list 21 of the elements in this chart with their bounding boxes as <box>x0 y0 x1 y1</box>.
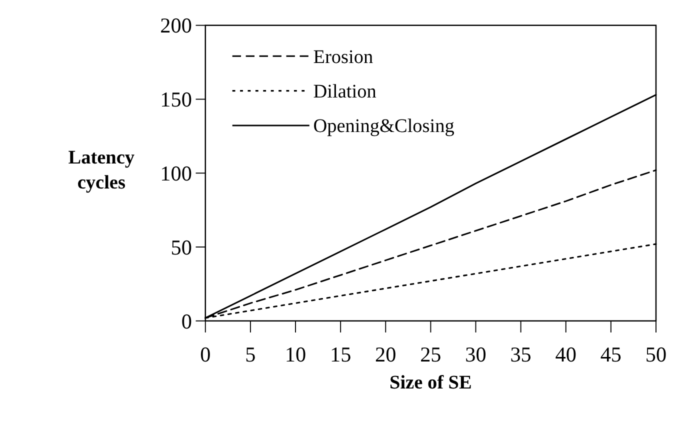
y-tick-label: 50 <box>170 235 192 260</box>
legend-label: Dilation <box>313 82 377 103</box>
legend-label: Erosion <box>313 46 374 68</box>
legend-label: Opening&Closing <box>313 116 455 138</box>
x-tick-label: 15 <box>330 342 352 366</box>
y-tick-label: 200 <box>160 14 192 38</box>
y-tick-label: 0 <box>181 309 192 334</box>
x-tick-label: 20 <box>375 342 396 366</box>
x-axis-title: Size of SE <box>390 372 472 394</box>
y-tick-label: 150 <box>160 88 192 112</box>
y-axis-title: Latency cycles <box>68 147 135 194</box>
y-tick-label: 100 <box>160 162 192 186</box>
x-tick-label: 40 <box>555 342 576 366</box>
x-tick-label: 35 <box>510 342 532 366</box>
x-tick-label: 45 <box>600 342 622 366</box>
x-tick-label: 30 <box>465 342 486 366</box>
x-tick-label: 50 <box>645 342 667 366</box>
x-tick-label: 5 <box>245 342 256 366</box>
x-tick-label: 25 <box>420 342 442 366</box>
x-tick-label: 10 <box>284 342 306 366</box>
x-tick-label: 0 <box>200 342 211 366</box>
